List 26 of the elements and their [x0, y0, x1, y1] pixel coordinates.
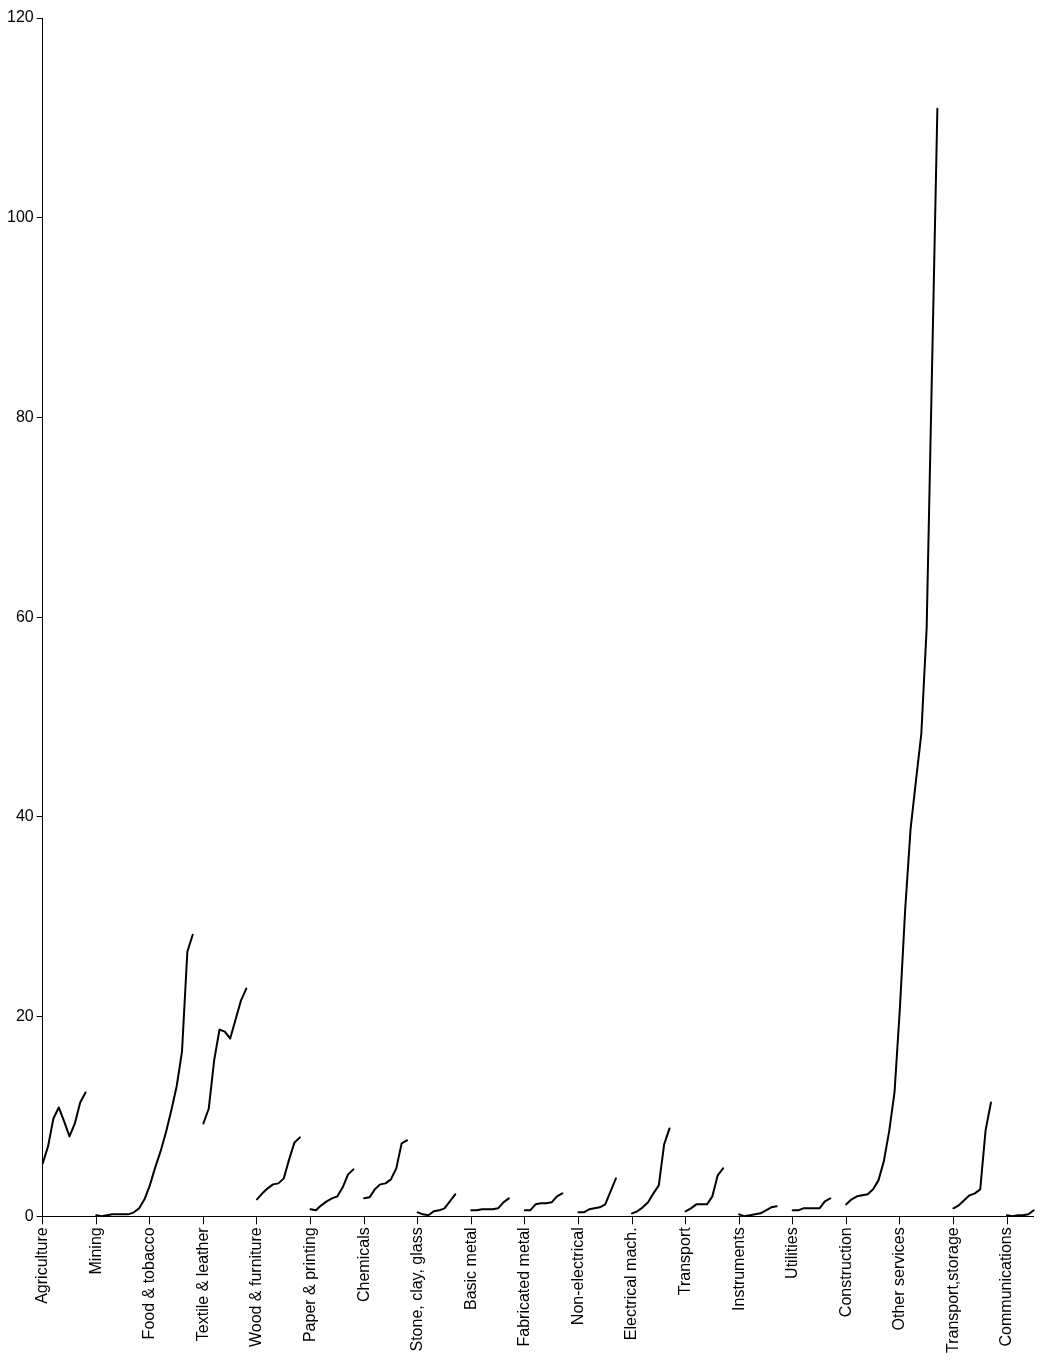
x-tick-label: Non-electrical	[568, 1227, 586, 1326]
x-tick-label: Paper & printing	[300, 1227, 318, 1343]
y-tick-label: 0	[24, 1206, 34, 1224]
y-tick-label: 100	[6, 208, 34, 226]
y-tick-label: 20	[15, 1007, 34, 1024]
y-tick-label: 60	[15, 607, 34, 625]
y-tick-label: 120	[6, 8, 34, 26]
x-tick-label: Mining	[86, 1227, 104, 1275]
x-tick-label: Chemicals	[354, 1227, 372, 1302]
x-tick-label: Transport,storage	[943, 1227, 961, 1353]
x-tick-label: Construction	[836, 1227, 854, 1318]
x-tick-label: Fabricated metal	[515, 1227, 533, 1347]
x-tick-label: Instruments	[729, 1227, 747, 1311]
x-tick-label: Food & tobacco	[140, 1227, 158, 1340]
x-tick-label: Communications	[997, 1227, 1015, 1347]
x-tick-label: Basic metal	[461, 1227, 479, 1311]
x-tick-label: Stone, clay, glass	[408, 1227, 426, 1352]
x-tick-label: Agriculture	[33, 1227, 51, 1304]
x-tick-label: Electrical mach.	[622, 1227, 640, 1341]
x-tick-label: Textile & leather	[193, 1226, 211, 1342]
y-tick-label: 80	[15, 407, 34, 425]
x-tick-label: Transport	[675, 1226, 693, 1296]
x-tick-label: Utilities	[783, 1227, 801, 1279]
x-tick-label: Wood & furniture	[247, 1227, 265, 1348]
x-tick-label: Other services	[890, 1227, 908, 1331]
y-tick-label: 40	[15, 807, 34, 825]
